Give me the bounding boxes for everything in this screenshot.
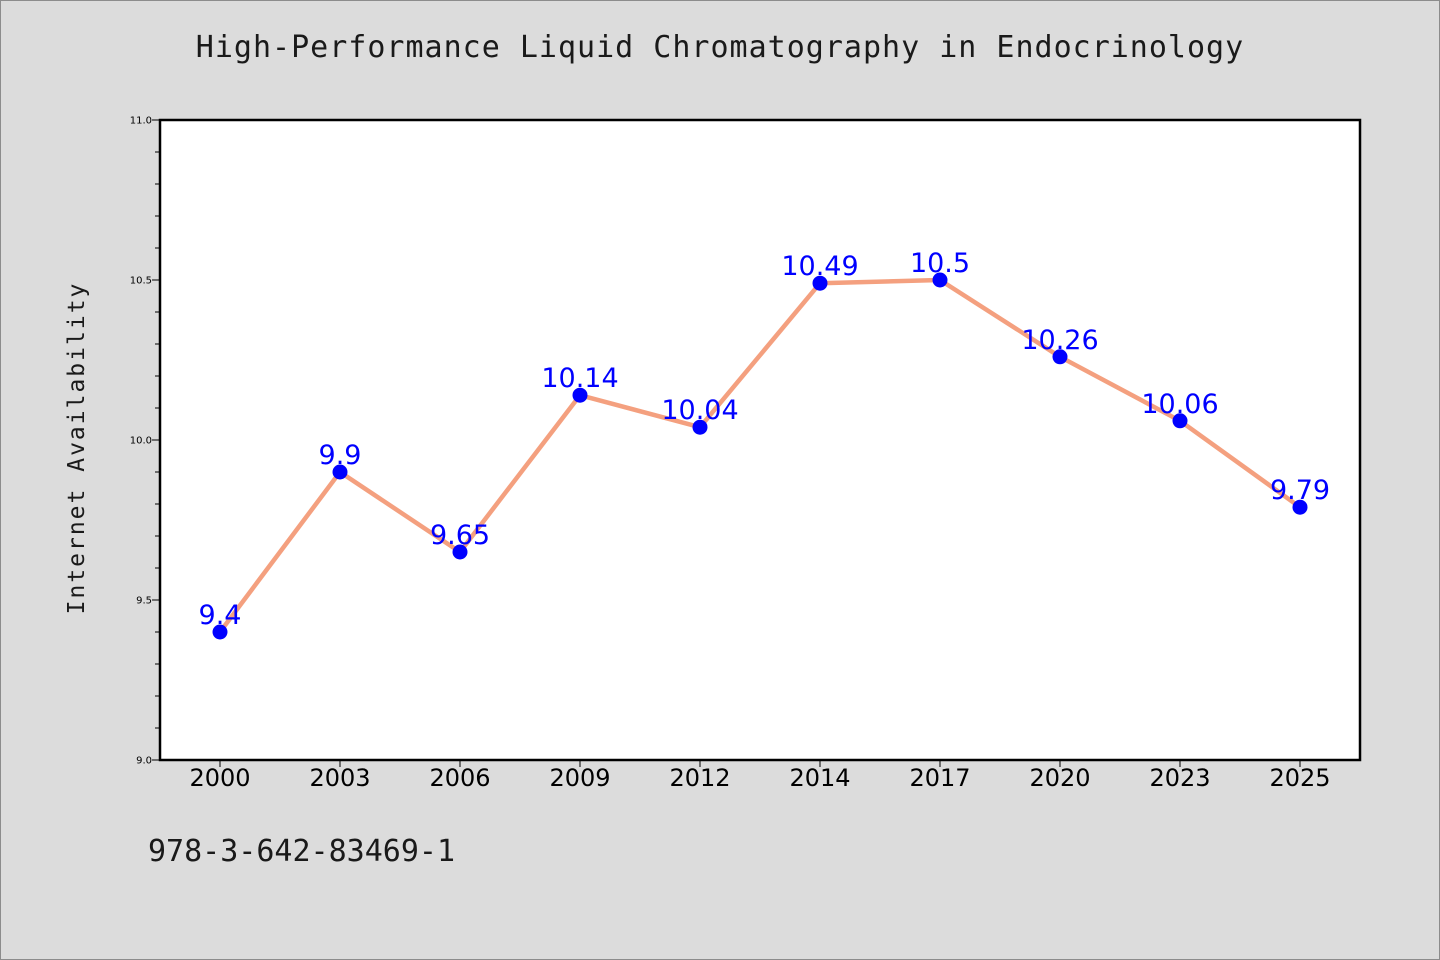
data-point [332, 464, 348, 480]
y-tick-label: 9.0 [136, 756, 152, 767]
x-tick-label: 2006 [429, 764, 490, 792]
chart-title: High-Performance Liquid Chromatography i… [195, 30, 1245, 65]
data-label: 9.9 [319, 440, 362, 471]
data-label: 10.5 [910, 248, 970, 279]
data-point [572, 387, 588, 403]
x-tick-label: 2023 [1149, 764, 1210, 792]
data-point [1052, 349, 1068, 365]
data-point [1292, 499, 1308, 515]
x-tick-label: 2009 [549, 764, 610, 792]
y-tick-label: 10.5 [130, 276, 152, 287]
isbn-footer: 978-3-642-83469-1 [148, 834, 456, 869]
data-label: 10.49 [781, 251, 858, 282]
x-tick-label: 2012 [669, 764, 730, 792]
data-label: 10.14 [541, 363, 618, 394]
data-label: 9.79 [1270, 475, 1330, 506]
data-label: 10.06 [1141, 389, 1218, 420]
data-point [1172, 413, 1188, 429]
data-point [212, 624, 228, 640]
x-tick-label: 2025 [1269, 764, 1330, 792]
data-label: 9.4 [199, 600, 242, 631]
y-tick-label: 11.0 [130, 116, 152, 127]
data-label: 10.26 [1021, 325, 1098, 356]
x-tick-label: 2020 [1029, 764, 1090, 792]
data-point [452, 544, 468, 560]
y-tick-label: 9.5 [136, 596, 152, 607]
x-tick-label: 2014 [789, 764, 850, 792]
data-point [812, 275, 828, 291]
x-tick-label: 2003 [309, 764, 370, 792]
plot-area [158, 118, 1362, 762]
data-label: 10.04 [661, 395, 738, 426]
data-label: 9.65 [430, 520, 490, 551]
data-point [932, 272, 948, 288]
series-line [217, 277, 1303, 635]
data-point [692, 419, 708, 435]
x-tick-label: 2017 [909, 764, 970, 792]
y-tick-label: 10.0 [130, 436, 152, 447]
x-tick-label: 2000 [189, 764, 250, 792]
